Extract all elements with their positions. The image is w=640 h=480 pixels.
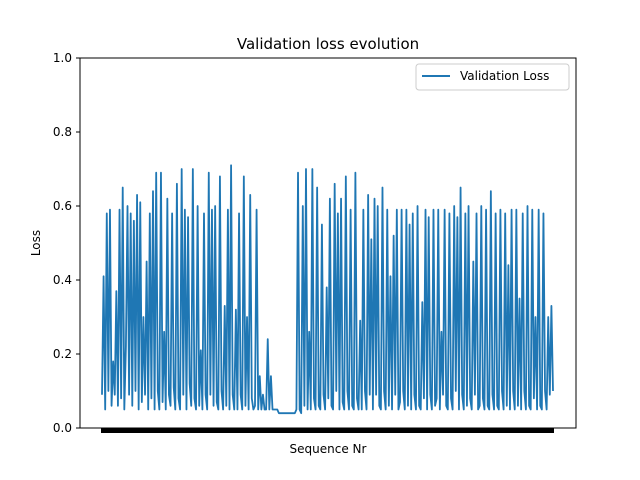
x-tick-marks	[101, 428, 554, 433]
y-tick-label: 1.0	[53, 51, 72, 65]
chart-title: Validation loss evolution	[237, 35, 419, 53]
legend-label: Validation Loss	[460, 69, 549, 83]
x-axis-label: Sequence Nr	[290, 442, 367, 456]
series-layer	[101, 164, 554, 415]
y-axis-ticks: 0.0 0.2 0.4 0.6 0.8 1.0	[53, 51, 80, 435]
y-tick-label: 0.2	[53, 347, 72, 361]
y-tick-label: 0.6	[53, 199, 72, 213]
y-axis-label: Loss	[29, 230, 43, 256]
legend: Validation Loss	[415, 63, 570, 91]
y-tick-label: 0.4	[53, 273, 72, 287]
legend-box	[415, 63, 570, 91]
y-tick-label: 0.8	[53, 125, 72, 139]
y-tick-label: 0.0	[53, 421, 72, 435]
series-line-validation-loss	[101, 164, 554, 415]
plot-frame	[79, 57, 577, 429]
x-axis-ticks	[101, 428, 554, 433]
